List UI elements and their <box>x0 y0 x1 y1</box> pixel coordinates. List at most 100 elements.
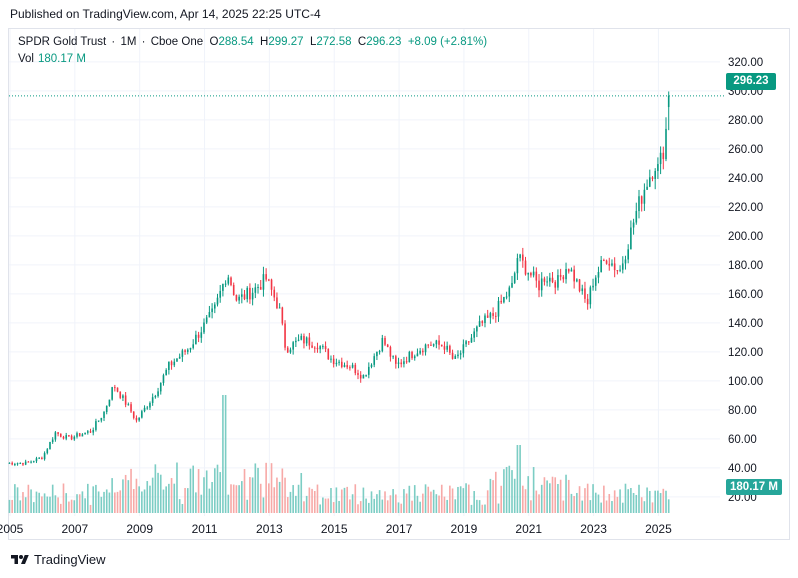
candle-body <box>454 356 457 359</box>
volume-bar <box>219 472 222 513</box>
volume-bar <box>584 488 586 513</box>
volume-bar <box>32 502 35 513</box>
candle-body <box>151 397 154 403</box>
candle-body <box>149 402 151 408</box>
volume-bar <box>335 487 338 513</box>
candle-body <box>281 307 284 324</box>
volume-bar <box>54 495 57 513</box>
volume-bar <box>424 484 427 513</box>
volume-bar <box>78 494 81 513</box>
candle-body <box>114 387 116 389</box>
open-value: 288.54 <box>218 36 254 48</box>
volume-bar <box>235 485 238 513</box>
volume-bar <box>397 502 400 513</box>
candle-body <box>503 296 505 303</box>
candle-body <box>38 457 40 459</box>
candle-body <box>92 429 95 433</box>
candle-body <box>208 312 211 318</box>
y-tick-label: 160.00 <box>728 289 763 301</box>
candle-body <box>638 196 640 212</box>
volume-bar <box>165 486 167 513</box>
candle-body <box>165 369 167 376</box>
candle-body <box>340 361 343 367</box>
volume-legend: Vol 180.17 M <box>18 53 86 65</box>
candle-body <box>432 344 435 346</box>
volume-bar <box>519 445 521 513</box>
price-axis: 20.0040.0060.0080.00100.00120.00140.0016… <box>728 57 763 504</box>
candle-body <box>108 399 111 406</box>
x-tick-label: 2019 <box>451 522 478 536</box>
volume-bar <box>648 490 651 513</box>
volume-bar <box>305 495 308 513</box>
candle-body <box>316 347 319 350</box>
volume-bar <box>16 487 19 513</box>
volume-bar <box>376 494 378 513</box>
volume-bar <box>195 492 197 513</box>
volume-bar <box>57 497 59 513</box>
candle-body <box>100 417 103 421</box>
volume-bar <box>567 479 570 513</box>
candle-body <box>130 404 132 412</box>
volume-bar <box>403 489 405 513</box>
volume-bar <box>338 500 340 513</box>
candle-body <box>384 337 386 345</box>
candle-body <box>51 439 54 443</box>
candle-body <box>16 463 19 465</box>
candle-body <box>105 405 108 412</box>
volume-bar <box>192 465 194 513</box>
y-tick-label: 220.00 <box>728 202 763 214</box>
volume-bar <box>243 469 246 513</box>
volume-bar <box>19 500 22 513</box>
brand-name: TradingView <box>34 552 106 567</box>
volume-bar <box>349 499 351 513</box>
volume-bar <box>357 504 359 513</box>
volume-bar <box>154 464 157 513</box>
candle-body <box>335 362 338 365</box>
candle-body <box>246 287 249 300</box>
y-tick-label: 100.00 <box>728 376 763 388</box>
volume-bar <box>543 477 546 513</box>
volume-bar <box>254 463 257 513</box>
y-tick-label: 60.00 <box>728 434 757 446</box>
volume-bar <box>449 485 451 513</box>
volume-bar <box>416 495 419 513</box>
volume-bar <box>586 483 589 513</box>
volume-bar <box>492 480 494 513</box>
candle-body <box>403 361 405 365</box>
volume-value: 180.17 M <box>38 53 86 65</box>
candle-body <box>430 344 432 346</box>
candle-body <box>205 317 208 323</box>
volume-bar <box>640 497 643 513</box>
candle-body <box>508 287 511 297</box>
open-label: O <box>209 36 219 48</box>
candle-body <box>278 307 281 309</box>
candle-body <box>257 286 259 288</box>
candle-body <box>540 278 543 291</box>
volume-bar <box>451 488 454 513</box>
exchange: Cboe One <box>150 36 204 48</box>
candle-body <box>235 294 238 301</box>
volume-bar <box>494 471 497 513</box>
volume-bar <box>297 484 300 513</box>
volume-bar <box>168 483 170 513</box>
candle-body <box>97 420 100 422</box>
volume-bar <box>476 499 478 513</box>
candle-body <box>251 292 254 300</box>
candle-body <box>476 326 478 332</box>
tradingview-brand[interactable]: TradingView <box>10 552 106 567</box>
volume-bar <box>43 493 46 513</box>
volume-bar <box>62 483 65 513</box>
volume-bar <box>116 491 119 513</box>
candle-body <box>438 340 440 345</box>
candle-body <box>459 353 462 355</box>
candle-body <box>308 337 311 346</box>
volume-bar <box>638 484 640 513</box>
volume-bar <box>413 485 416 513</box>
candle-body <box>367 366 370 375</box>
candle-body <box>386 344 389 348</box>
volume-bar <box>181 503 184 513</box>
candle-body <box>451 352 454 359</box>
volume-bar <box>11 499 13 513</box>
volume-bar <box>535 490 538 513</box>
